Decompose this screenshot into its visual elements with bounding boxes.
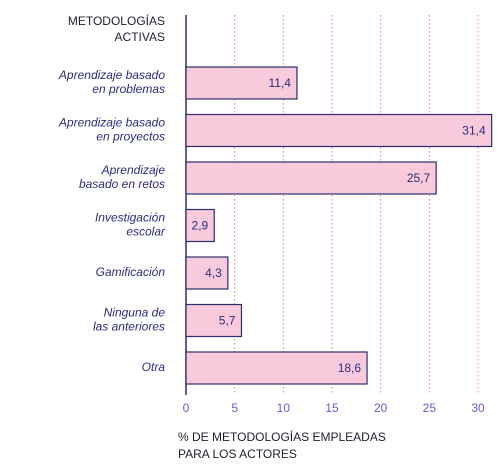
y-tick-label: Otra <box>142 360 166 374</box>
value-label: 11,4 <box>269 76 292 90</box>
x-tick-label: 5 <box>231 401 238 415</box>
bar <box>185 303 243 338</box>
bar <box>185 161 437 195</box>
value-label: 4,3 <box>205 266 222 280</box>
value-label: 25,7 <box>407 171 431 185</box>
value-label: 2,9 <box>192 219 209 233</box>
y-tick-label: basado en retos <box>79 177 165 191</box>
value-label: 18,6 <box>338 361 362 375</box>
x-tick-label: 15 <box>325 401 339 415</box>
bar <box>185 66 298 100</box>
value-label: 31,4 <box>462 124 486 138</box>
x-tick-label: 10 <box>277 401 291 415</box>
y-tick-label: escolar <box>126 225 166 239</box>
y-tick-label: Ninguna de <box>104 306 166 320</box>
y-axis-title: ACTIVAS <box>115 30 165 44</box>
y-tick-label: en proyectos <box>96 130 165 144</box>
x-tick-label: 30 <box>471 401 485 415</box>
y-tick-label: Aprendizaje basado <box>58 68 165 82</box>
y-axis-title: METODOLOGÍAS <box>68 13 165 28</box>
y-tick-label: Aprendizaje <box>101 163 166 177</box>
y-tick-label: Aprendizaje basado <box>58 116 165 130</box>
y-tick-label: las anteriores <box>93 320 165 334</box>
x-axis-title: % DE METODOLOGÍAS EMPLEADAS <box>178 429 386 444</box>
x-tick-label: 25 <box>423 401 437 415</box>
x-tick-label: 20 <box>374 401 388 415</box>
y-tick-label: en problemas <box>92 82 165 96</box>
bar <box>185 208 215 243</box>
y-tick-label: Gamificación <box>96 265 166 279</box>
value-label: 5,7 <box>219 314 236 328</box>
x-axis-title: PARA LOS ACTORES <box>178 447 297 461</box>
bar <box>185 113 493 148</box>
y-tick-label: Investigación <box>95 211 165 225</box>
bar <box>185 351 368 385</box>
x-tick-label: 0 <box>183 401 190 415</box>
bar <box>185 256 229 290</box>
